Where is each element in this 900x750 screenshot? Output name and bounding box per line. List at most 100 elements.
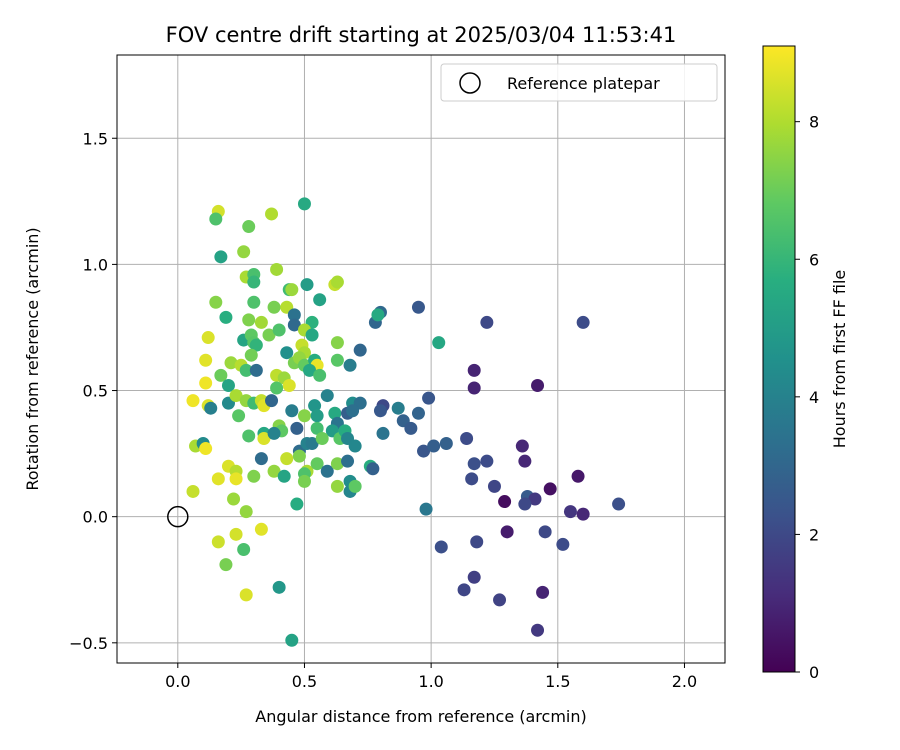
- data-point: [556, 537, 570, 551]
- data-point: [391, 401, 405, 415]
- data-point: [267, 464, 281, 478]
- x-tick-label: 0.0: [165, 672, 190, 691]
- data-point: [376, 426, 390, 440]
- data-point: [297, 409, 311, 423]
- y-axis: −0.5 0.0 0.5 1.0 1.5: [69, 129, 117, 653]
- data-point: [487, 479, 501, 493]
- data-point: [292, 449, 306, 463]
- data-point: [470, 535, 484, 549]
- data-point: [612, 497, 626, 511]
- data-point: [239, 588, 253, 602]
- y-tick-label: 0.5: [83, 382, 108, 401]
- data-point: [439, 437, 453, 451]
- data-point: [290, 421, 304, 435]
- data-point: [297, 197, 311, 211]
- data-point: [419, 502, 433, 516]
- legend-label: Reference platepar: [507, 74, 660, 93]
- data-point: [404, 421, 418, 435]
- x-axis-label: Angular distance from reference (arcmin): [255, 707, 586, 726]
- data-point: [272, 323, 286, 337]
- data-point: [204, 401, 218, 415]
- data-point: [328, 406, 342, 420]
- data-point: [209, 295, 223, 309]
- data-point: [373, 404, 387, 418]
- chart-title: FOV centre drift starting at 2025/03/04 …: [166, 23, 677, 47]
- data-point: [254, 522, 268, 536]
- data-point: [219, 558, 233, 572]
- data-point: [536, 585, 550, 599]
- data-point: [267, 300, 281, 314]
- data-point: [518, 497, 532, 511]
- y-tick-label: 0.0: [83, 508, 108, 527]
- data-point: [224, 356, 238, 370]
- colorbar: 0 2 4 6 8 Hours from first FF file: [762, 45, 849, 682]
- data-point: [270, 262, 284, 276]
- legend-marker: [459, 72, 481, 94]
- grid: [117, 55, 725, 663]
- data-point: [330, 479, 344, 493]
- data-point: [199, 376, 213, 390]
- data-point: [343, 358, 357, 372]
- data-point: [457, 583, 471, 597]
- data-point: [571, 469, 585, 483]
- data-point: [267, 426, 281, 440]
- data-point: [320, 464, 334, 478]
- data-point: [427, 439, 441, 453]
- data-point: [330, 336, 344, 350]
- data-point: [227, 492, 241, 506]
- data-point: [467, 381, 481, 395]
- colorbar-gradient: [762, 45, 796, 673]
- x-tick-label: 1.5: [545, 672, 570, 691]
- data-point: [237, 245, 251, 259]
- data-point: [480, 315, 494, 329]
- x-axis: 0.0 0.5 1.0 1.5 2.0: [165, 663, 697, 691]
- data-point: [199, 442, 213, 456]
- data-point: [249, 338, 263, 352]
- data-point: [285, 404, 299, 418]
- data-point: [528, 492, 542, 506]
- colorbar-tick-label: 8: [809, 113, 819, 132]
- data-point: [221, 378, 235, 392]
- y-tick-label: −0.5: [69, 634, 108, 653]
- data-point: [244, 348, 258, 362]
- y-axis-label: Rotation from reference (arcmin): [23, 227, 42, 490]
- data-point: [247, 469, 261, 483]
- x-tick-label: 1.0: [418, 672, 443, 691]
- data-point: [330, 353, 344, 367]
- data-point: [305, 437, 319, 451]
- data-point: [214, 368, 228, 382]
- colorbar-label: Hours from first FF file: [830, 270, 849, 449]
- data-point: [249, 363, 263, 377]
- colorbar-tick-label: 2: [809, 525, 819, 544]
- data-point: [518, 454, 532, 468]
- data-point: [242, 313, 256, 327]
- y-tick-label: 1.5: [83, 129, 108, 148]
- data-point: [219, 310, 233, 324]
- data-point: [576, 315, 590, 329]
- data-point: [186, 484, 200, 498]
- data-point: [422, 391, 436, 405]
- data-point: [265, 394, 279, 408]
- x-tick-label: 0.5: [292, 672, 317, 691]
- data-point: [467, 363, 481, 377]
- data-point: [300, 278, 314, 292]
- data-point: [313, 368, 327, 382]
- y-tick-label: 1.0: [83, 255, 108, 274]
- data-point: [465, 472, 479, 486]
- data-point: [277, 469, 291, 483]
- data-point: [467, 457, 481, 471]
- colorbar-tick-label: 4: [809, 388, 819, 407]
- data-point: [229, 389, 243, 403]
- data-point: [211, 472, 225, 486]
- data-point: [272, 580, 286, 594]
- data-point: [297, 474, 311, 488]
- data-point: [247, 275, 261, 289]
- data-point: [315, 431, 329, 445]
- data-point: [254, 452, 268, 466]
- data-point: [270, 381, 284, 395]
- data-point: [237, 542, 251, 556]
- data-point: [305, 328, 319, 342]
- scatter-points: [186, 197, 626, 647]
- data-point: [417, 444, 431, 458]
